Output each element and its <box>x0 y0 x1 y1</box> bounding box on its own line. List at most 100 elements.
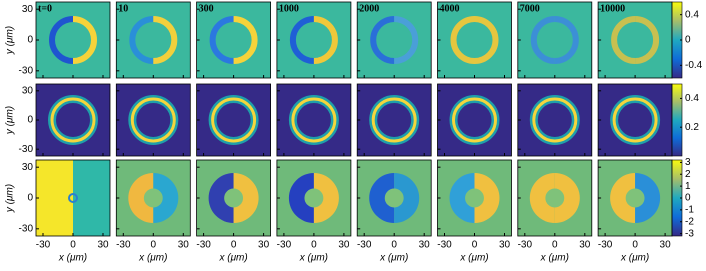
ring-left <box>289 16 315 64</box>
phase-left <box>288 173 314 223</box>
x-tick-label: 0 <box>472 240 478 251</box>
panel-image <box>36 84 110 156</box>
colorbar-tick-label: -1 <box>685 205 694 216</box>
panel <box>356 1 432 79</box>
phase-right <box>233 173 259 223</box>
phase-right <box>554 173 580 223</box>
ring-left <box>209 16 234 64</box>
panel <box>356 159 432 237</box>
panel <box>115 83 191 157</box>
x-tick-label: 30 <box>660 240 672 251</box>
x-tick-label: 0 <box>552 240 558 251</box>
time-label: 7000 <box>520 3 540 14</box>
x-tick-label: -30 <box>518 240 533 251</box>
x-tick-label: -30 <box>357 240 372 251</box>
colorbar <box>671 83 683 157</box>
x-tick-label: 30 <box>178 240 190 251</box>
x-tick-label: 30 <box>258 240 270 251</box>
x-axis-label: x (μm) <box>459 253 488 264</box>
ring <box>452 97 497 143</box>
vortex <box>68 193 78 203</box>
phase-left <box>208 173 234 223</box>
time-label: 1000 <box>279 3 299 14</box>
x-tick-label: 30 <box>97 240 109 251</box>
ring <box>291 97 337 143</box>
x-tick-label: 0 <box>151 240 157 251</box>
panel <box>597 159 673 237</box>
panel <box>115 159 191 237</box>
x-tick-label: -30 <box>437 240 452 251</box>
ring-left <box>611 16 636 64</box>
y-tick-label: 0 <box>27 35 33 46</box>
phase-core <box>465 188 484 208</box>
panel-image <box>116 2 191 78</box>
panel-half <box>36 160 73 236</box>
y-tick-label: 30 <box>22 4 34 15</box>
colorbar-tick-label: 0.2 <box>685 122 699 133</box>
panel-image <box>437 84 512 156</box>
ring <box>371 97 417 143</box>
panel <box>196 83 272 157</box>
ring <box>612 97 658 143</box>
y-tick-label: 30 <box>22 162 34 173</box>
time-label: 10000 <box>600 3 625 14</box>
phase-core <box>143 188 163 208</box>
ring-left <box>450 16 475 64</box>
panel <box>276 1 352 79</box>
x-tick-label: 30 <box>499 240 511 251</box>
panel <box>517 1 593 79</box>
colorbar-tick-label: 0.4 <box>685 93 699 104</box>
x-tick-label: -30 <box>598 240 613 251</box>
phase-core <box>224 188 244 208</box>
phase-right <box>153 173 179 223</box>
ring <box>130 97 176 143</box>
panel-image <box>276 84 351 156</box>
colorbar-tick-label: 0 <box>685 35 691 46</box>
panel <box>517 83 593 157</box>
phase-left <box>529 173 555 223</box>
panel <box>597 83 673 157</box>
panel-image <box>357 2 432 78</box>
ring-left <box>530 16 556 64</box>
ring-right <box>634 16 660 64</box>
x-axis-label: x (μm) <box>218 253 247 264</box>
phase-left <box>128 173 154 223</box>
y-tick-label: 0 <box>27 115 33 126</box>
ring-right <box>393 16 419 64</box>
panel-image <box>517 2 592 78</box>
phase-left <box>610 173 636 223</box>
ring-right <box>233 16 258 64</box>
time-label: 4000 <box>440 3 460 14</box>
time-label: 10 <box>118 3 128 14</box>
panel <box>276 83 352 157</box>
panel <box>517 159 593 237</box>
panel-image <box>357 84 432 156</box>
colorbar-tick-label: 0 <box>685 193 691 204</box>
colorbar-tick-label: 3 <box>685 157 691 168</box>
x-tick-label: 30 <box>338 240 350 251</box>
colorbar-tick-label: 0.4 <box>685 9 699 20</box>
panel-image <box>598 2 673 78</box>
x-axis-label: x (μm) <box>379 253 408 264</box>
phase-right <box>474 173 500 223</box>
panel-image <box>36 2 110 78</box>
y-axis-label: y (μm) <box>5 106 16 135</box>
ring-left <box>129 16 154 64</box>
ring-right <box>554 16 579 64</box>
ring <box>211 97 257 143</box>
x-tick-label: 0 <box>391 240 397 251</box>
panel-image <box>276 2 351 78</box>
panel <box>196 159 272 237</box>
x-tick-label: -30 <box>196 240 211 251</box>
colorbar-tick-label: -3 <box>685 228 694 239</box>
panel-image <box>196 84 271 156</box>
panel-image <box>116 84 191 156</box>
y-tick-label: 30 <box>22 85 34 96</box>
panel-image <box>517 84 592 156</box>
panel <box>437 1 512 79</box>
ring-right <box>72 16 97 64</box>
phase-left <box>449 173 475 223</box>
phase-core <box>304 188 324 208</box>
x-tick-label: -30 <box>36 240 51 251</box>
